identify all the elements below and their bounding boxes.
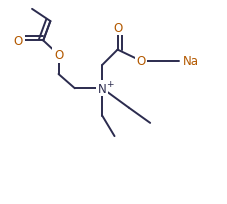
Text: O: O: [54, 49, 63, 62]
Text: N: N: [98, 82, 107, 95]
Text: O: O: [14, 35, 23, 48]
Text: O: O: [136, 55, 146, 68]
Text: O: O: [113, 22, 122, 34]
Text: +: +: [106, 79, 114, 88]
Text: Na: Na: [183, 55, 199, 68]
